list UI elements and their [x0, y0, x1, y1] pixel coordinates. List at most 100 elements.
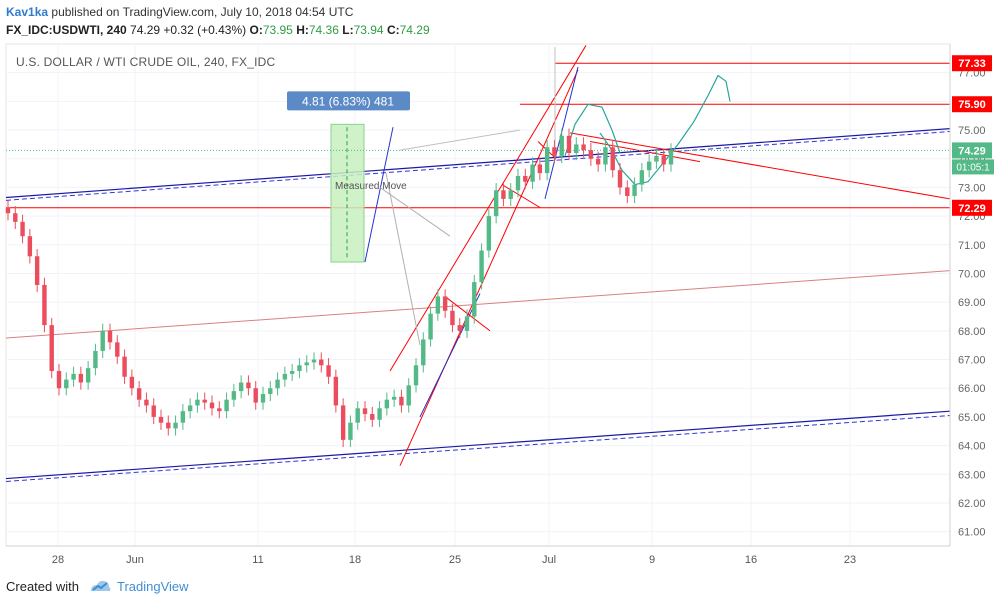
candle-body: [13, 213, 18, 222]
price-label-box: [952, 142, 992, 159]
candle-body: [362, 408, 368, 415]
candle-body: [530, 164, 535, 182]
rising-channel-upper: [389, 45, 587, 372]
symbol-interval: FX_IDC:USDWTI, 240: [6, 23, 127, 37]
high-label: H:: [296, 23, 309, 37]
y-tick-label: 65.00: [958, 412, 986, 424]
candle-body: [523, 175, 528, 182]
candle-body: [421, 339, 426, 366]
open-value: 73.95: [262, 23, 293, 37]
candle-body: [5, 207, 11, 214]
candle-body: [326, 365, 331, 377]
candle-body: [552, 147, 557, 156]
low-label: L:: [342, 23, 354, 37]
publish-header: Kav1ka published on TradingView.com, Jul…: [0, 0, 999, 44]
candle-body: [136, 388, 142, 400]
candle-body: [632, 184, 637, 197]
candle-body: [479, 250, 484, 283]
candle-body: [537, 164, 543, 174]
candle-body: [610, 147, 615, 171]
y-tick-label: 67.00: [958, 355, 986, 367]
candle-body: [493, 190, 499, 217]
candle-body: [158, 416, 164, 423]
candle-body: [304, 362, 309, 366]
candle-body: [289, 371, 295, 374]
candle-body: [646, 161, 652, 171]
candle-body: [639, 170, 645, 185]
upper-blue-dashed-trendline: [5, 130, 951, 201]
candle-body: [625, 187, 630, 197]
price-chart[interactable]: Measured Move 4.81 (6.83%) 481 61.00 62.00…: [0, 0, 999, 569]
candle-body: [238, 382, 244, 392]
candle-body: [85, 368, 91, 383]
impulse-line-1: [419, 293, 481, 418]
price-label-text: 77.33: [958, 58, 986, 70]
price-label-box: [952, 96, 992, 113]
measure-label-box: [287, 91, 410, 111]
price-label-text: 74.29: [958, 145, 986, 157]
candle-body: [49, 325, 54, 372]
candle-body: [559, 135, 564, 156]
candle-body: [472, 282, 477, 317]
countdown-box: [952, 159, 994, 175]
author-link[interactable]: Kav1ka: [6, 5, 49, 19]
x-tick-label: 23: [844, 554, 856, 566]
tradingview-logo-icon: [91, 580, 111, 591]
candle-body: [100, 330, 105, 351]
x-tick-label: 28: [52, 554, 64, 566]
plot-area: [5, 43, 951, 547]
x-tick-label: 9: [649, 554, 655, 566]
long-red-trendline: [5, 270, 951, 339]
candle-body: [180, 411, 186, 423]
y-tick-label: 71.00: [958, 240, 986, 252]
candle-body: [464, 316, 470, 331]
x-tick-label: 16: [745, 554, 757, 566]
price-label-text: 72.29: [958, 203, 986, 215]
candle-body: [508, 190, 513, 199]
grey-arrow-1: [385, 172, 421, 346]
candle-body: [486, 216, 492, 251]
flag-mark-2: [501, 184, 541, 208]
projection-arc: [564, 103, 621, 157]
y-tick-label: 69.00: [958, 297, 986, 309]
x-tick-label: 18: [349, 554, 361, 566]
measure-label-text: 4.81 (6.83%) 481: [302, 94, 394, 108]
y-tick-label: 63.00: [958, 469, 986, 481]
candle-body: [20, 221, 25, 237]
candle-body: [64, 379, 69, 389]
candle-body: [435, 296, 441, 314]
candle-body: [668, 150, 674, 165]
price-axis: 61.00 62.00 63.00 64.00 65.00 66.00 67.00 68.00…: [949, 44, 994, 546]
candle-body: [231, 391, 237, 400]
price-label-box: [952, 55, 992, 72]
upper-blue-trendline: [5, 128, 951, 199]
candle-body: [661, 155, 666, 165]
candle-body: [115, 342, 120, 357]
candle-body: [333, 376, 339, 406]
candle-body: [246, 382, 251, 389]
falling-red-line: [569, 132, 951, 200]
y-tick-label: 75.00: [958, 125, 986, 137]
candle-body: [501, 190, 506, 199]
created-with-text: Created with: [6, 579, 79, 594]
candle-body: [654, 155, 659, 162]
candle-body: [384, 399, 390, 409]
candle-body: [34, 256, 40, 285]
candle-body: [515, 175, 521, 191]
grey-arrow-3: [399, 129, 521, 151]
candle-body: [275, 379, 280, 389]
candle-body: [595, 158, 601, 165]
candle-body: [202, 399, 207, 403]
candle-body: [224, 399, 229, 412]
candle-body: [457, 325, 462, 331]
candle-body: [195, 399, 200, 406]
candle-body: [122, 356, 127, 377]
y-tick-label: 70.00: [958, 268, 986, 280]
y-tick-label: 68.00: [958, 326, 986, 338]
candle-body: [581, 144, 586, 151]
candle-body: [603, 147, 608, 165]
tradingview-brand-link[interactable]: TradingView: [117, 579, 189, 594]
chart-annotations: Measured Move 4.81 (6.83%) 481: [287, 91, 410, 192]
grey-arrow-2: [379, 187, 451, 237]
candle-body: [566, 135, 572, 154]
